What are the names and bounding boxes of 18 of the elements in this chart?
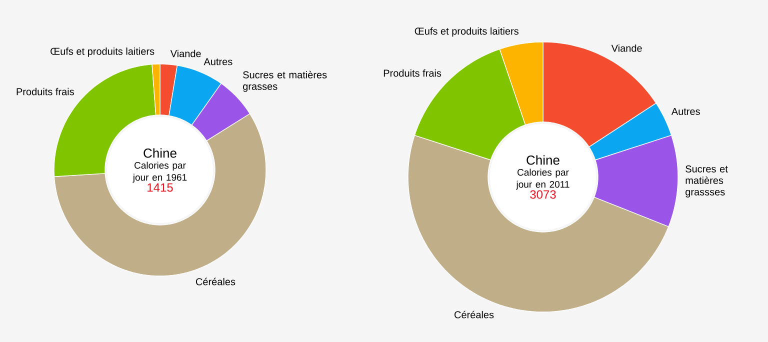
slice-label: Autres bbox=[671, 108, 700, 115]
text: 1415 bbox=[148, 183, 173, 192]
text: Chine bbox=[526, 155, 560, 165]
slice-label: Sucres et matières grasses bbox=[243, 70, 327, 92]
text: 3073 bbox=[530, 190, 556, 199]
slice-label: Œufs et produits laitiers bbox=[414, 27, 518, 37]
slice-label: Produits frais bbox=[16, 88, 74, 96]
slice-label: Œufs et produits laitiers bbox=[50, 48, 154, 57]
text: Calories par jour en 1961 bbox=[132, 162, 187, 183]
slice-label: Céréales bbox=[454, 310, 494, 318]
slice-label: Céréales bbox=[196, 278, 236, 286]
text: Chine bbox=[144, 148, 176, 158]
slice-label: Viande bbox=[611, 44, 642, 52]
slice-label: Sucres et matières grassses bbox=[686, 165, 728, 198]
text: Calories par jour en 2011 bbox=[516, 168, 570, 190]
slice-label: Autres bbox=[204, 58, 232, 66]
slice-label: Viande bbox=[170, 50, 201, 58]
slice-label: Produits frais bbox=[384, 69, 442, 77]
